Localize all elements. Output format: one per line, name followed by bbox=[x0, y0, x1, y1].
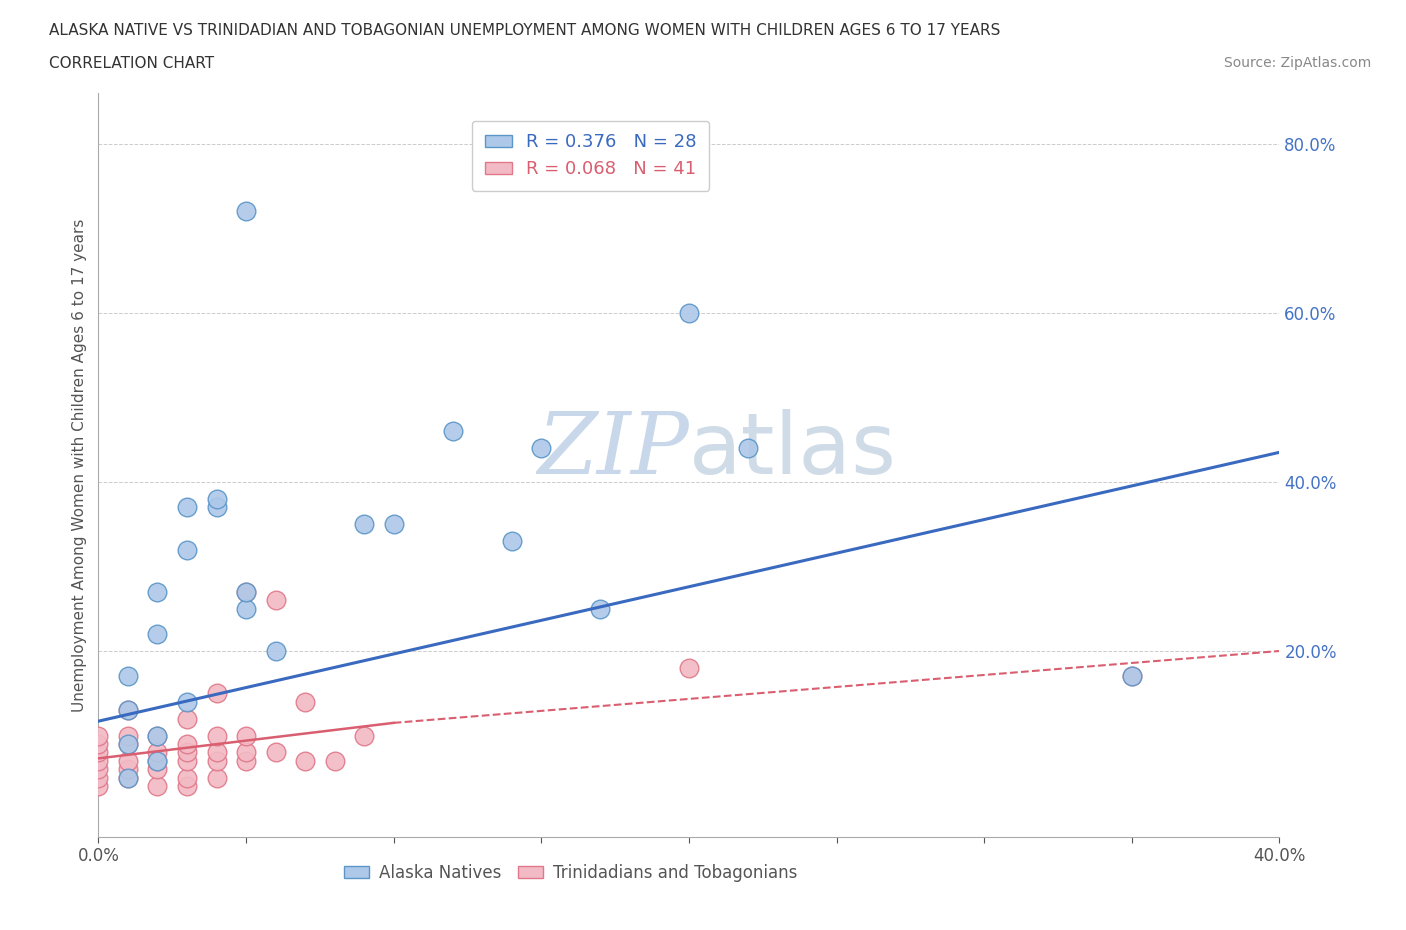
Point bbox=[117, 762, 139, 777]
Point bbox=[1121, 669, 1143, 684]
Point bbox=[146, 627, 169, 642]
Point bbox=[205, 499, 228, 514]
Point bbox=[117, 703, 139, 718]
Point bbox=[117, 770, 139, 785]
Point bbox=[678, 660, 700, 675]
Point bbox=[235, 745, 257, 760]
Point bbox=[235, 204, 257, 219]
Point bbox=[146, 753, 169, 768]
Point bbox=[530, 441, 553, 456]
Point bbox=[205, 770, 228, 785]
Point bbox=[87, 778, 110, 793]
Y-axis label: Unemployment Among Women with Children Ages 6 to 17 years: Unemployment Among Women with Children A… bbox=[72, 219, 87, 711]
Point bbox=[87, 728, 110, 743]
Point bbox=[205, 491, 228, 506]
Point bbox=[87, 770, 110, 785]
Point bbox=[176, 695, 198, 710]
Point bbox=[235, 753, 257, 768]
Point bbox=[382, 517, 405, 532]
Point bbox=[264, 592, 287, 607]
Point bbox=[146, 728, 169, 743]
Point bbox=[146, 584, 169, 599]
Point bbox=[176, 753, 198, 768]
Point bbox=[176, 770, 198, 785]
Point bbox=[87, 737, 110, 751]
Text: ALASKA NATIVE VS TRINIDADIAN AND TOBAGONIAN UNEMPLOYMENT AMONG WOMEN WITH CHILDR: ALASKA NATIVE VS TRINIDADIAN AND TOBAGON… bbox=[49, 23, 1001, 38]
Point bbox=[176, 499, 198, 514]
Point bbox=[146, 778, 169, 793]
Point bbox=[264, 745, 287, 760]
Point bbox=[146, 762, 169, 777]
Point bbox=[294, 695, 316, 710]
Point bbox=[146, 728, 169, 743]
Text: Source: ZipAtlas.com: Source: ZipAtlas.com bbox=[1223, 56, 1371, 70]
Point bbox=[235, 728, 257, 743]
Point bbox=[176, 745, 198, 760]
Point bbox=[353, 517, 375, 532]
Point bbox=[176, 542, 198, 557]
Point bbox=[146, 745, 169, 760]
Point bbox=[264, 644, 287, 658]
Point bbox=[205, 685, 228, 700]
Point bbox=[117, 669, 139, 684]
Point bbox=[353, 728, 375, 743]
Point bbox=[205, 728, 228, 743]
Point bbox=[737, 441, 759, 456]
Point bbox=[441, 424, 464, 439]
Point bbox=[87, 753, 110, 768]
Text: ZIP: ZIP bbox=[537, 409, 689, 491]
Point bbox=[205, 753, 228, 768]
Point bbox=[176, 737, 198, 751]
Point bbox=[235, 584, 257, 599]
Legend: Alaska Natives, Trinidadians and Tobagonians: Alaska Natives, Trinidadians and Tobagon… bbox=[337, 857, 804, 888]
Text: atlas: atlas bbox=[689, 408, 897, 492]
Point bbox=[235, 602, 257, 617]
Point bbox=[117, 753, 139, 768]
Point bbox=[501, 534, 523, 549]
Point bbox=[87, 745, 110, 760]
Point bbox=[205, 745, 228, 760]
Point bbox=[117, 737, 139, 751]
Point bbox=[323, 753, 346, 768]
Point bbox=[1121, 669, 1143, 684]
Point bbox=[117, 703, 139, 718]
Point bbox=[589, 602, 612, 617]
Point bbox=[117, 737, 139, 751]
Point bbox=[87, 762, 110, 777]
Point bbox=[176, 778, 198, 793]
Text: CORRELATION CHART: CORRELATION CHART bbox=[49, 56, 214, 71]
Point bbox=[235, 584, 257, 599]
Point bbox=[176, 711, 198, 726]
Legend: R = 0.376   N = 28, R = 0.068   N = 41: R = 0.376 N = 28, R = 0.068 N = 41 bbox=[472, 121, 709, 191]
Point bbox=[678, 305, 700, 320]
Point bbox=[117, 770, 139, 785]
Point bbox=[146, 753, 169, 768]
Point bbox=[294, 753, 316, 768]
Point bbox=[117, 728, 139, 743]
